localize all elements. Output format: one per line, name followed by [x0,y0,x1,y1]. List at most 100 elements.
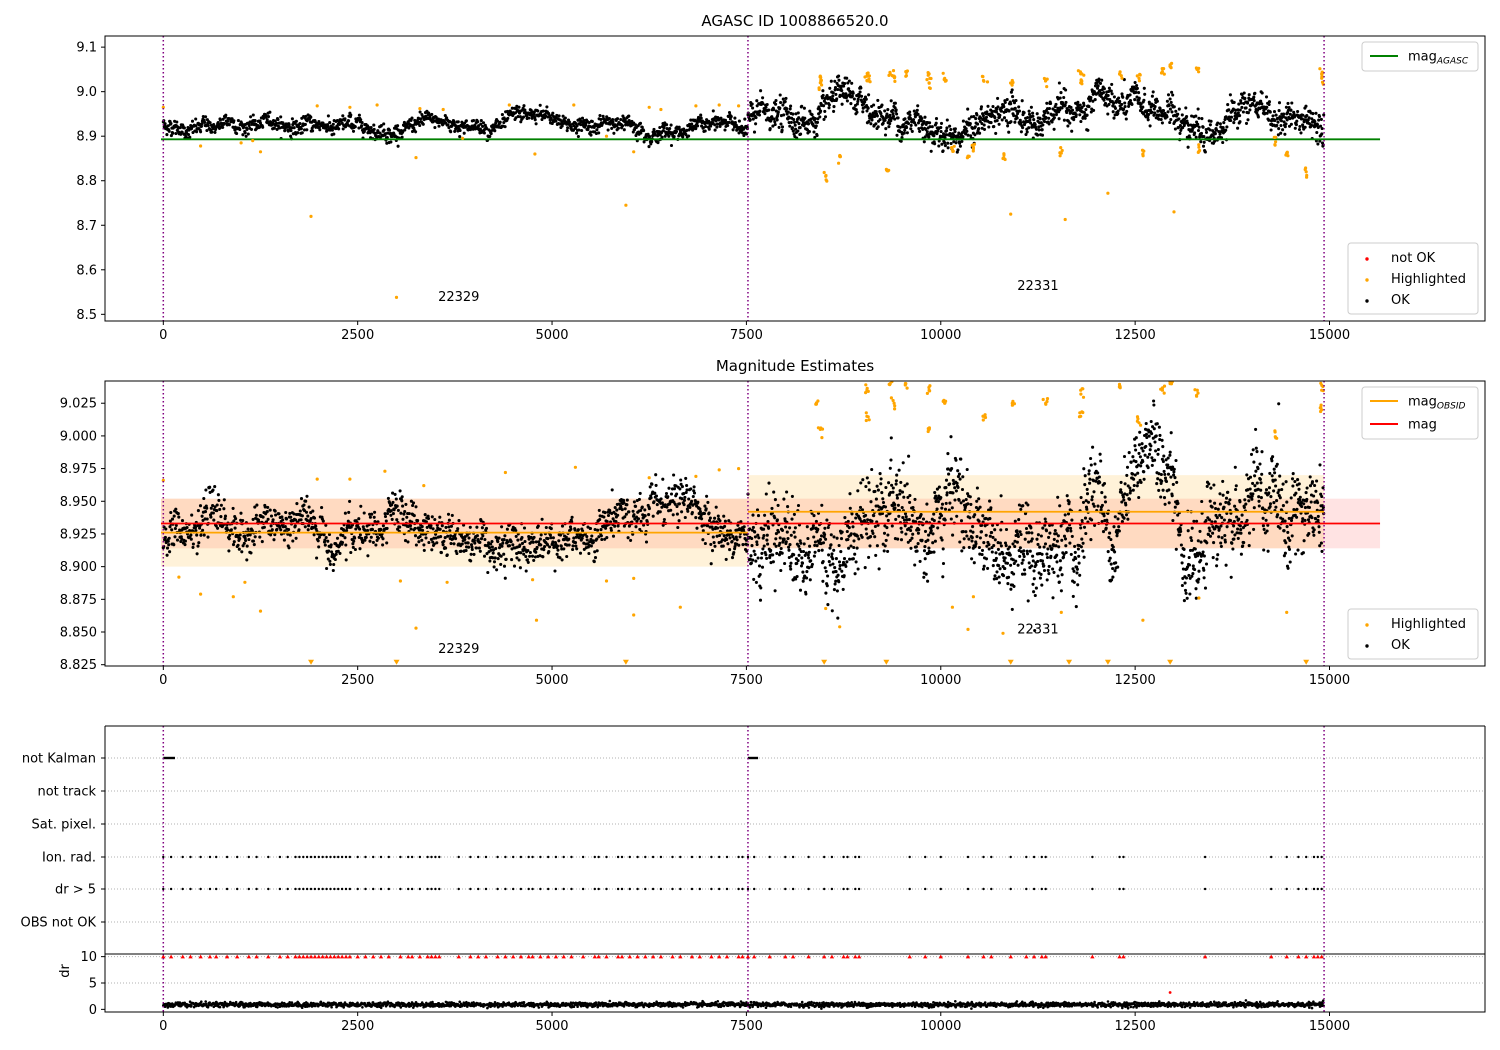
top-xtick-label: 0 [159,328,167,343]
middle-series-ok-point [805,576,809,580]
top-series-ok-point [1114,100,1118,104]
top-series-ok-point [290,117,294,121]
middle-series-ok-point [788,564,792,568]
middle-series-ok-point [502,564,507,568]
top-series-ok-point [1063,103,1067,107]
top-series-ok-point [768,127,772,131]
middle-series-ok-point [447,525,451,529]
top-series-ok-point [896,116,900,120]
middle-series-ok-point [383,514,388,519]
middle-series-ok-point [420,538,424,542]
top-series-ok-point [1229,115,1234,119]
middle-series-ok-point [841,563,845,567]
top-series-ok-point [989,121,993,125]
top-series-ok-point [1074,113,1078,117]
top-series-ok-point [658,125,662,130]
middle-series-ok-point [870,529,874,533]
top-series-ok-point [711,109,715,113]
top-series-ok-point [569,125,573,129]
middle-series-ok-point [364,535,368,539]
middle-series-ok-point [322,533,326,537]
top-series-ok-point [1066,124,1070,128]
top-series-ok-point [982,127,987,131]
top-series-ok-point [1026,115,1030,120]
top-series-ok-point [990,109,994,113]
top-series-ok-point [865,109,869,113]
top-series-ok-point [1156,109,1160,113]
top-series-ok-point [472,118,476,123]
middle-series-ok-point [909,528,913,533]
middle-series-ok-point [522,526,527,530]
middle-series-ok-point [396,508,400,512]
top-series-ok-point [967,117,971,121]
top-series-ok-point [690,122,694,126]
top-series-ok-point [807,122,811,126]
middle-series-ok-point [784,540,788,544]
top-series-ok-point [1068,121,1072,125]
top-series-ok-point [981,114,985,118]
middle-series-ok-point [328,559,332,563]
middle-series-ok-point [490,545,494,549]
top-series-ok-point [1087,105,1091,109]
top-series-ok-point [1276,116,1280,120]
middle-series-ok-point [392,508,396,512]
top-series-ok-point [221,117,225,121]
top-series-ok-point [936,129,940,133]
middle-series-ok-point [711,535,715,539]
middle-series-ok-point [632,513,636,517]
top-series-ok-point [874,110,878,114]
top-series-ok-point [884,127,888,131]
middle-series-ok-point [469,559,473,563]
top-series-ok-point [304,114,308,118]
top-series-ok-point [533,118,537,122]
top-series-ok-point [880,103,884,107]
top-series-ok-point [887,125,891,129]
top-highlighted-point [885,169,889,173]
top-series-ok-point [985,110,989,114]
middle-series-ok-point [381,537,385,541]
top-series-ok-point [829,79,833,83]
middle-series-ok-point [886,549,890,553]
top-series-ok-point [787,120,791,125]
middle-series-ok-point [496,557,500,561]
middle-series-ok-point [858,505,863,509]
top-series-ok-point [410,116,414,120]
top-series-ok-point [1123,105,1127,109]
top-series-ok-point [1009,120,1013,124]
top-series-ok-point [1322,113,1326,117]
top-series-ok-point [775,118,779,122]
middle-series-ok-point [500,544,504,548]
middle-series-ok-point [860,535,864,539]
middle-series-ok-point [317,545,321,549]
top-series-ok-point [337,127,341,131]
middle-series-ok-point [762,527,766,531]
middle-series-ok-point [353,547,357,552]
middle-series-ok-point [888,466,892,470]
top-series-ok-point [227,123,231,127]
middle-series-ok-point [169,510,173,515]
middle-series-ok-point [251,539,256,543]
top-series-ok-point [772,108,776,112]
top-series-ok-point [961,119,965,123]
top-series-ok-point [1128,99,1133,103]
middle-series-ok-point [700,517,704,521]
middle-series-ok-point [314,524,318,528]
middle-series-ok-point [570,515,574,519]
middle-series-ok-point [269,524,273,528]
middle-series-ok-point [541,555,545,559]
middle-series-ok-point [901,461,905,465]
top-series-ok-point [476,120,480,124]
top-series-ok-point [991,104,995,109]
top-highlighted-point [824,173,828,178]
middle-series-ok-point [767,481,771,485]
middle-series-ok-point [728,529,732,533]
top-series-ok-point [949,141,953,146]
top-series-ok-point [836,87,840,92]
middle-series-ok-point [609,528,613,532]
top-series-ok-point [1010,107,1014,111]
top-series-ok-point [1260,91,1264,95]
middle-series-ok-point [776,503,780,507]
top-series-ok-point [1301,113,1305,117]
middle-series-ok-point [501,541,505,545]
middle-series-ok-point [227,537,231,541]
